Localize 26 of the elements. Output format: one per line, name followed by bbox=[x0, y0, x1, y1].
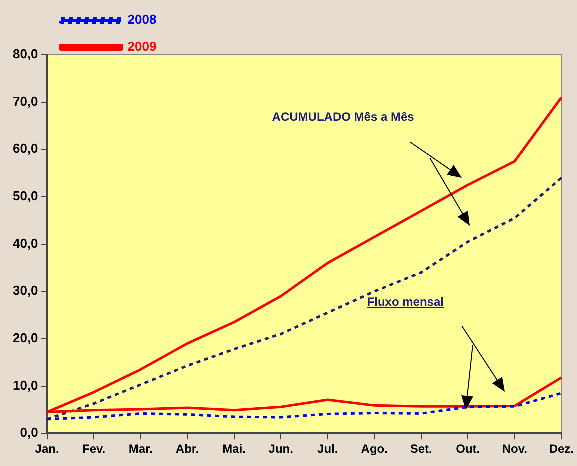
x-tick-label: Jan. bbox=[35, 442, 60, 456]
x-tick-label: Mar. bbox=[128, 442, 153, 456]
y-tick-label: 50,0 bbox=[12, 188, 38, 204]
legend-label: 2009 bbox=[128, 39, 157, 54]
x-tick-label: Jun. bbox=[268, 442, 294, 456]
x-tick-label: Fev. bbox=[82, 442, 106, 456]
y-tick-label: 40,0 bbox=[12, 236, 38, 251]
y-tick-label: 20,0 bbox=[12, 330, 38, 346]
annotation: Fluxo mensal bbox=[367, 295, 444, 309]
x-tick-label: Nov. bbox=[502, 442, 528, 456]
x-tick-label: Dez. bbox=[549, 442, 574, 456]
y-tick-label: 70,0 bbox=[12, 94, 38, 109]
x-tick-label: Mai. bbox=[222, 442, 246, 456]
line-series bbox=[46, 392, 563, 421]
annotation: ACUMULADO Mês a Mês bbox=[272, 110, 414, 124]
y-tick-label: 30,0 bbox=[12, 283, 38, 298]
legend-label: 2008 bbox=[128, 12, 157, 28]
x-tick-label: Out. bbox=[456, 442, 480, 456]
x-tick-label: Set. bbox=[410, 442, 432, 456]
x-tick-label: Jul. bbox=[318, 442, 338, 456]
y-tick-label: 60,0 bbox=[12, 141, 38, 156]
y-tick-label: 80,0 bbox=[12, 46, 38, 62]
x-tick-label: Abr. bbox=[176, 442, 200, 456]
y-tick-label: 0,0 bbox=[20, 425, 38, 440]
y-tick-label: 10,0 bbox=[12, 378, 38, 393]
x-tick-label: Ago. bbox=[361, 442, 388, 456]
